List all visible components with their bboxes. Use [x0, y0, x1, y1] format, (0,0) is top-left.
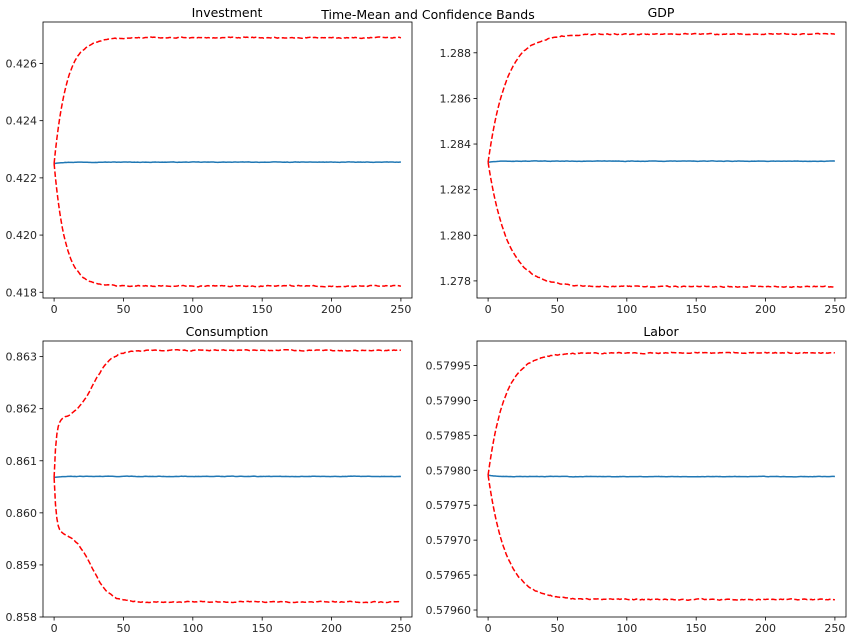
- gdp-y-tick-label: 1.280: [440, 229, 472, 242]
- gdp-x-tick-label: 150: [686, 303, 707, 316]
- consumption-x-tick-label: 200: [321, 622, 342, 635]
- investment-y-tick-label: 0.420: [6, 229, 38, 242]
- consumption-y-tick-label: 0.862: [6, 403, 38, 416]
- labor-x-tick-label: 250: [824, 622, 845, 635]
- labor-y-tick-label: 0.57970: [426, 534, 472, 547]
- labor-y-tick-label: 0.57990: [426, 394, 472, 407]
- labor-y-tick-label: 0.57985: [426, 429, 472, 442]
- gdp-upper-line: [487, 32, 836, 163]
- labor-y-tick-label: 0.57980: [426, 464, 472, 477]
- gdp-x-tick-label: 0: [485, 303, 492, 316]
- labor-y-tick-label: 0.57995: [426, 359, 472, 372]
- consumption-title: Consumption: [186, 324, 269, 339]
- consumption-y-tick-label: 0.859: [6, 559, 38, 572]
- investment-title: Investment: [192, 5, 263, 20]
- figure-suptitle: Time-Mean and Confidence Bands: [320, 7, 534, 22]
- investment-axes-frame: [42, 21, 413, 299]
- consumption-axes-frame: [42, 340, 413, 618]
- gdp-y-tick-label: 1.278: [440, 275, 472, 288]
- labor-y-tick-label: 0.57975: [426, 499, 472, 512]
- gdp-mean-line: [487, 160, 836, 164]
- labor-axes-frame: [476, 340, 847, 618]
- investment-x-tick-label: 50: [116, 303, 130, 316]
- gdp-x-tick-label: 250: [824, 303, 845, 316]
- labor-x-tick-label: 150: [686, 622, 707, 635]
- labor-title: Labor: [643, 324, 679, 339]
- gdp-axes-frame: [476, 21, 847, 299]
- investment-lower-line: [53, 163, 402, 288]
- labor-y-tick-label: 0.57965: [426, 569, 472, 582]
- consumption-lower-line: [53, 477, 402, 604]
- consumption-x-tick-label: 250: [390, 622, 411, 635]
- investment-x-tick-label: 100: [182, 303, 203, 316]
- investment-x-tick-label: 150: [252, 303, 273, 316]
- gdp-x-tick-label: 100: [616, 303, 637, 316]
- investment-mean-line: [53, 161, 401, 165]
- labor-upper-line: [487, 351, 836, 476]
- investment-y-tick-label: 0.418: [6, 286, 38, 299]
- consumption-x-tick-label: 150: [252, 622, 273, 635]
- labor-y-tick-label: 0.57960: [426, 604, 472, 617]
- gdp-panel: GDP 0 50 100 150 200 250 1.278 1.280 1.282 1.284 1…: [440, 5, 847, 316]
- consumption-y-tick-label: 0.861: [6, 455, 38, 468]
- investment-x-tick-label: 200: [321, 303, 342, 316]
- labor-mean-line: [487, 474, 836, 478]
- consumption-y-tick-label: 0.863: [6, 351, 38, 364]
- consumption-x-tick-label: 100: [182, 622, 203, 635]
- investment-panel: Investment 0 50 100 150 200 250 0.418 0.420 0.42…: [6, 5, 413, 316]
- investment-upper-line: [53, 36, 402, 164]
- gdp-y-tick-label: 1.288: [440, 47, 472, 60]
- investment-y-tick-label: 0.422: [6, 172, 38, 185]
- labor-x-tick-label: 100: [616, 622, 637, 635]
- investment-y-tick-label: 0.424: [6, 115, 38, 128]
- consumption-mean-line: [53, 475, 401, 479]
- labor-x-tick-label: 200: [755, 622, 776, 635]
- gdp-x-tick-label: 50: [550, 303, 564, 316]
- gdp-x-tick-label: 200: [755, 303, 776, 316]
- consumption-panel: Consumption 0 50 100 150 200 250 0.858 0.859 0.8…: [6, 324, 413, 635]
- gdp-y-tick-label: 1.282: [440, 184, 472, 197]
- consumption-x-tick-label: 50: [116, 622, 130, 635]
- investment-y-tick-label: 0.426: [6, 57, 38, 70]
- consumption-y-tick-label: 0.858: [6, 611, 38, 624]
- labor-x-tick-label: 50: [550, 622, 564, 635]
- gdp-lower-line: [487, 162, 835, 289]
- labor-x-tick-label: 0: [485, 622, 492, 635]
- labor-panel: Labor 0 50 100 150 200 250 0.57960 0.57965 0.579…: [426, 324, 847, 635]
- investment-x-tick-label: 0: [51, 303, 58, 316]
- gdp-y-tick-label: 1.286: [440, 92, 472, 105]
- gdp-title: GDP: [648, 5, 675, 20]
- gdp-y-tick-label: 1.284: [440, 138, 472, 151]
- consumption-x-tick-label: 0: [51, 622, 58, 635]
- consumption-y-tick-label: 0.860: [6, 507, 38, 520]
- investment-x-tick-label: 250: [390, 303, 411, 316]
